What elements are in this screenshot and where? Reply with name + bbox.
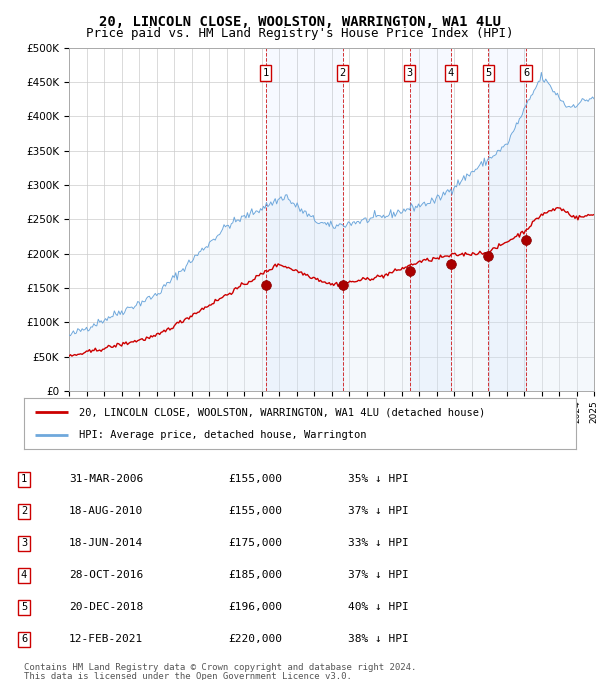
Text: £196,000: £196,000 [228,602,282,612]
Bar [266,48,343,391]
Text: 3: 3 [21,539,27,548]
Text: 35% ↓ HPI: 35% ↓ HPI [348,475,409,484]
Text: 4: 4 [21,571,27,580]
Text: £155,000: £155,000 [228,475,282,484]
Text: £185,000: £185,000 [228,571,282,580]
Text: 20-DEC-2018: 20-DEC-2018 [69,602,143,612]
Text: 38% ↓ HPI: 38% ↓ HPI [348,634,409,644]
Text: 5: 5 [485,68,491,78]
Text: 6: 6 [523,68,529,78]
Text: HPI: Average price, detached house, Warrington: HPI: Average price, detached house, Warr… [79,430,367,439]
Text: 6: 6 [21,634,27,644]
Text: 31-MAR-2006: 31-MAR-2006 [69,475,143,484]
Text: This data is licensed under the Open Government Licence v3.0.: This data is licensed under the Open Gov… [24,672,352,680]
Text: £175,000: £175,000 [228,539,282,548]
Text: Price paid vs. HM Land Registry's House Price Index (HPI): Price paid vs. HM Land Registry's House … [86,27,514,40]
Text: 1: 1 [263,68,269,78]
Text: Contains HM Land Registry data © Crown copyright and database right 2024.: Contains HM Land Registry data © Crown c… [24,663,416,672]
Text: 5: 5 [21,602,27,612]
Text: 18-AUG-2010: 18-AUG-2010 [69,507,143,516]
Text: 2: 2 [340,68,346,78]
Text: 37% ↓ HPI: 37% ↓ HPI [348,507,409,516]
Text: 12-FEB-2021: 12-FEB-2021 [69,634,143,644]
Text: £220,000: £220,000 [228,634,282,644]
Bar [410,48,451,391]
Bar [488,48,526,391]
Text: 40% ↓ HPI: 40% ↓ HPI [348,602,409,612]
Text: £155,000: £155,000 [228,507,282,516]
Text: 37% ↓ HPI: 37% ↓ HPI [348,571,409,580]
Text: 33% ↓ HPI: 33% ↓ HPI [348,539,409,548]
Text: 3: 3 [406,68,413,78]
Text: 1: 1 [21,475,27,484]
Text: 20, LINCOLN CLOSE, WOOLSTON, WARRINGTON, WA1 4LU (detached house): 20, LINCOLN CLOSE, WOOLSTON, WARRINGTON,… [79,407,485,417]
Text: 18-JUN-2014: 18-JUN-2014 [69,539,143,548]
Text: 20, LINCOLN CLOSE, WOOLSTON, WARRINGTON, WA1 4LU: 20, LINCOLN CLOSE, WOOLSTON, WARRINGTON,… [99,15,501,29]
Text: 4: 4 [448,68,454,78]
Text: 2: 2 [21,507,27,516]
Text: 28-OCT-2016: 28-OCT-2016 [69,571,143,580]
